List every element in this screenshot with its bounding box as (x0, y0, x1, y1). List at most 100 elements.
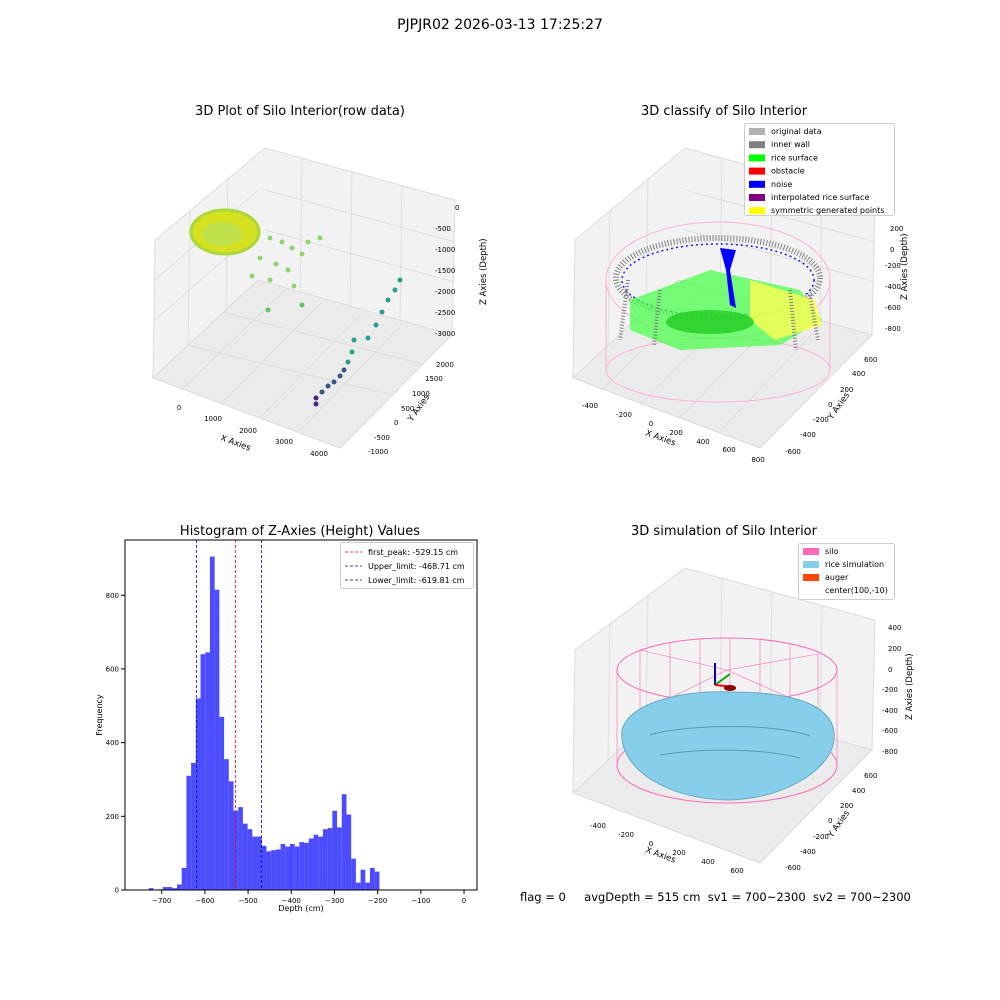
x-tick: 0 (649, 840, 653, 848)
histogram-bar (228, 781, 234, 890)
histogram-bar (257, 836, 262, 890)
status-line: flag = 0 avgDepth = 515 cm sv1 = 700~230… (520, 890, 911, 904)
y-tick: 500 (401, 405, 414, 413)
y-tick: 600 (864, 356, 877, 364)
x-tick: 800 (751, 456, 764, 464)
legend-swatch (803, 548, 819, 555)
histogram-bars (148, 556, 380, 890)
y-tick: 600 (864, 772, 877, 780)
histogram-bar (224, 759, 229, 890)
y-tick: 400 (852, 787, 865, 795)
z-tick: -200 (882, 686, 898, 694)
histogram-bar (209, 556, 215, 890)
y-tick: -400 (800, 431, 816, 439)
x-tick-label: −200 (368, 897, 387, 905)
histogram-bar (322, 829, 328, 890)
z-tick: -800 (882, 748, 898, 756)
y-tick: -600 (785, 448, 801, 456)
histogram-bar (238, 807, 243, 890)
x-tick: 2000 (239, 427, 257, 435)
axis-ticks-raw: 0 1000 2000 3000 4000 -1000 -500 0 500 1… (177, 204, 460, 458)
y-tick-label: 0 (115, 887, 119, 895)
x-tick: 600 (722, 446, 735, 454)
x-tick: -400 (590, 822, 606, 830)
histogram-bar (308, 838, 314, 890)
y-tick: -500 (374, 434, 390, 442)
histogram-bar (261, 845, 267, 890)
histogram-bar (195, 698, 201, 890)
axes-panes (152, 147, 456, 449)
raw-point-cloud (189, 208, 403, 407)
sv1-text: sv1 = 700~2300 (707, 890, 806, 904)
legend-swatch (803, 574, 819, 581)
legend-label: auger (825, 573, 849, 582)
plot-frame (124, 539, 478, 891)
z-tick: -2000 (435, 288, 455, 296)
x-tick: -200 (616, 411, 632, 419)
legend-label: rice simulation (825, 560, 884, 569)
z-tick: -600 (882, 727, 898, 735)
x-tick-label: −700 (152, 897, 171, 905)
histogram-bar (337, 827, 342, 890)
histogram-bar (332, 810, 338, 890)
y-tick: 0 (828, 401, 832, 409)
histogram-bar (266, 851, 272, 890)
y-tick: 1000 (412, 390, 430, 398)
y-tick-label: 800 (106, 592, 119, 600)
legend-swatch (749, 128, 765, 135)
z-tick: -200 (885, 262, 901, 270)
histogram-bar (219, 716, 225, 890)
y-tick: 2000 (436, 361, 454, 369)
z-tick: -400 (885, 283, 901, 291)
z-tick: -1000 (435, 246, 455, 254)
y-tick: 200 (840, 802, 853, 810)
legend-label: obstacle (771, 167, 805, 176)
x-axis-label: Depth (cm) (278, 904, 323, 913)
x-tick: 0 (649, 420, 653, 428)
z-tick: -2500 (435, 309, 455, 317)
histogram-bar (318, 836, 323, 890)
histogram-bar (200, 654, 206, 890)
histogram-bar (355, 882, 361, 890)
x-tick: 600 (730, 867, 743, 875)
histogram-bar (299, 842, 305, 890)
x-tick-label: −300 (325, 897, 344, 905)
y-tick: 1500 (425, 375, 443, 383)
plot-3d-raw: 0 1000 2000 3000 4000 -1000 -500 0 500 1… (152, 147, 489, 458)
histogram-bar (304, 842, 309, 890)
y-tick: 0 (394, 419, 398, 427)
x-tick: 400 (701, 858, 714, 866)
histogram-bar (365, 882, 371, 890)
histogram-bar (148, 888, 154, 890)
legend-swatch (749, 180, 765, 188)
histogram-bar (214, 589, 220, 890)
histogram-bar (370, 867, 375, 890)
histogram-bar (280, 843, 286, 890)
x-tick: 1000 (204, 415, 222, 423)
histogram-bar (247, 829, 253, 890)
x-tick: 3000 (275, 438, 293, 446)
chart-title-simulation: 3D simulation of Silo Interior (631, 524, 817, 539)
x-tick: 4000 (310, 450, 328, 458)
histogram-bar (289, 843, 295, 890)
legend-label: Lower_limit: -619.81 cm (368, 576, 465, 585)
figure-title: PJPJR02 2026-03-13 17:25:27 (397, 17, 603, 33)
z-tick: 0 (888, 666, 892, 674)
histogram-bar (162, 887, 168, 890)
histogram-bar (172, 888, 178, 890)
z-axis-label: Z Axies (Depth) (905, 653, 915, 720)
avg-depth-text: avgDepth = 515 cm (584, 890, 701, 904)
axis-ticks-classify: -400 -200 0 200 400 600 800 -600 -400 -2… (582, 225, 903, 464)
histogram-bar (242, 823, 248, 890)
histogram-bar (167, 887, 173, 890)
legend-label: symmetric generated points (771, 206, 884, 215)
histogram-reference-lines (195, 540, 263, 890)
histogram-bar (360, 869, 366, 890)
z-tick: -500 (435, 225, 451, 233)
y-axis-label: Frequency (95, 694, 104, 736)
histogram-bar (275, 849, 281, 890)
histogram-bar (252, 836, 258, 890)
z-axis-label: Z Axies (Depth) (900, 233, 910, 300)
legend-swatch (749, 167, 765, 175)
x-tick-label: −600 (195, 897, 214, 905)
